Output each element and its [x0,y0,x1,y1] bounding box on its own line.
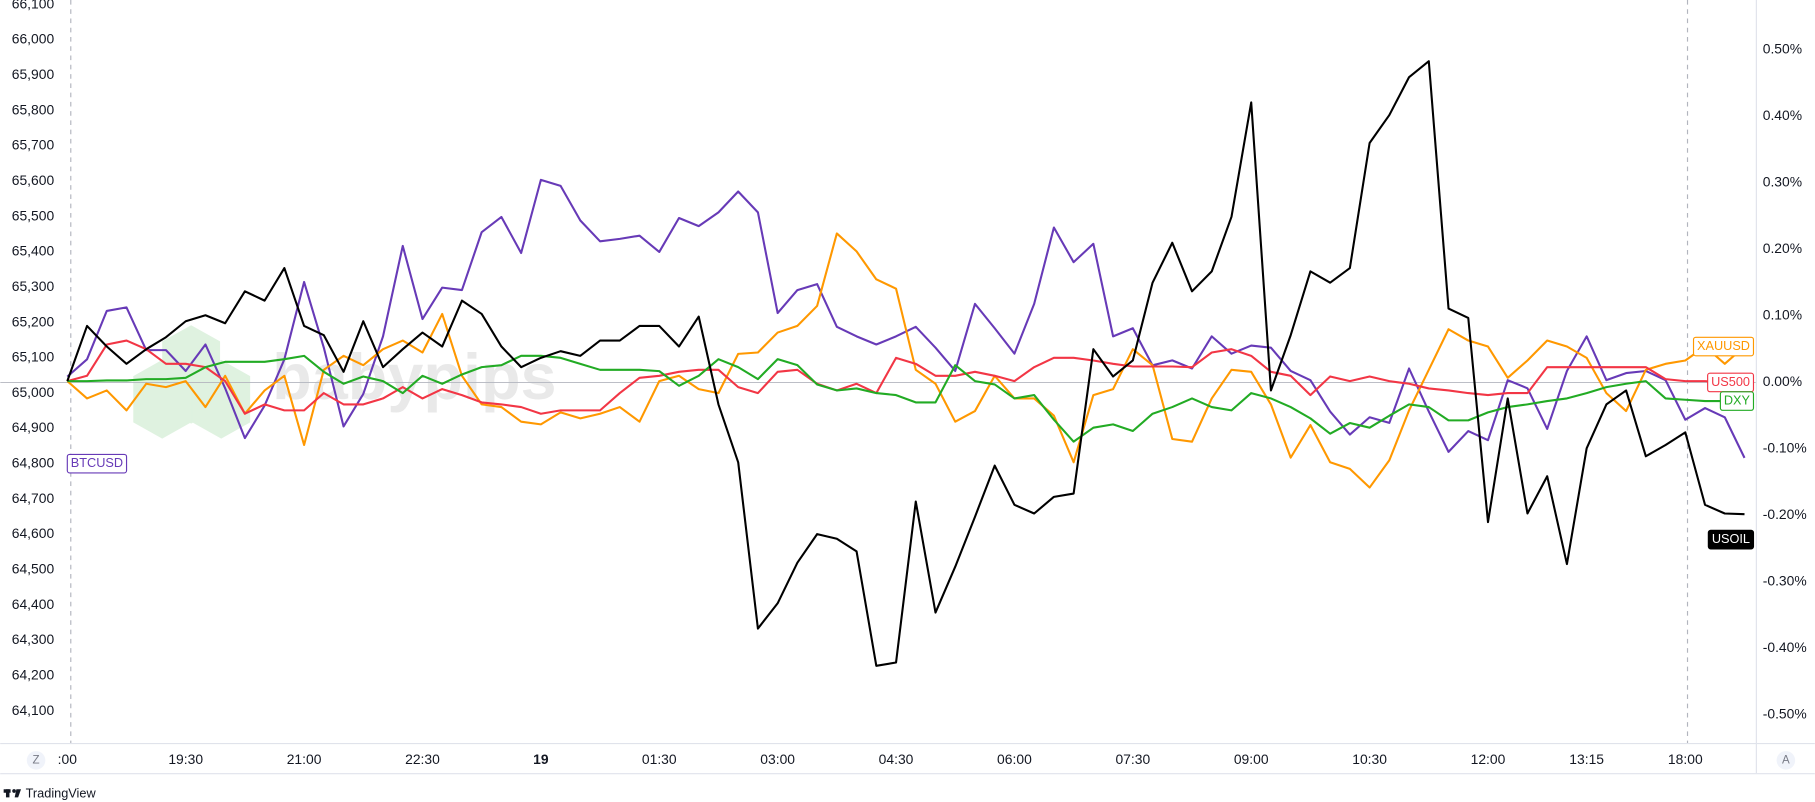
series-tag-box [1707,529,1755,550]
y2-tick-label: -0.40% [1763,639,1807,655]
series-tag: USOIL [1707,529,1755,550]
y2-tick-label: 0.20% [1763,240,1802,256]
series-line [66,60,1745,667]
scale-button-label[interactable]: Z [33,754,40,766]
y2-tick-label: 0.30% [1763,174,1802,190]
y2-tick-label: -0.50% [1763,706,1807,722]
x-tick-label: 06:00 [997,751,1032,767]
scale-button[interactable] [1776,751,1796,770]
series-tag-label: USOIL [1712,531,1750,546]
x-tick-label: 04:30 [879,751,914,767]
x-tick-label: 21:00 [287,751,322,767]
y-tick-label: 64,200 [12,667,55,683]
series-tag-label: DXY [1724,392,1751,407]
y-tick-label: 64,700 [12,490,55,506]
y-tick-label: 65,900 [12,66,55,82]
y-tick-label: 65,100 [12,349,55,365]
series-tag-box [66,453,128,474]
x-tick-label: 19 [533,751,549,767]
plot-area [0,60,1756,667]
y-tick-label: 65,600 [12,172,55,188]
series-tag-box [1692,336,1755,357]
y2-tick-label: -0.10% [1763,440,1807,456]
x-tick-label: 09:00 [1234,751,1269,767]
y-tick-label: 65,400 [12,243,55,259]
series-line [67,339,1745,415]
x-tick-label: 22:30 [405,751,440,767]
y2-tick-label: 0.00% [1763,373,1802,389]
x-tick-label: 03:00 [760,751,795,767]
x-tick-label: 10:30 [1352,751,1387,767]
y2-tick-label: 0.40% [1763,107,1802,123]
y-tick-label: 65,200 [12,313,55,329]
y2-tick-label: 0.10% [1763,307,1802,323]
y-tick-label: 65,800 [12,101,55,117]
y-tick-label: 65,300 [12,278,55,294]
x-tick-label: 12:00 [1471,751,1506,767]
watermark-text: babypips [272,340,556,413]
scale-button-label[interactable]: A [1782,754,1790,766]
y-tick-label: 65,000 [12,384,55,400]
y2-tick-label: -0.20% [1763,506,1807,522]
y-tick-label: 65,500 [12,207,55,223]
y-tick-label: 66,100 [12,0,55,11]
series-tag-label: US500 [1711,374,1750,389]
y-tick-label: 64,400 [12,596,55,612]
series-line [67,354,1745,443]
series-tag: BTCUSD [66,453,128,474]
x-tick-label: 07:30 [1115,751,1150,767]
y2-tick-label: 0.50% [1763,41,1802,57]
footer-logo [3,789,22,798]
y-tick-label: 64,600 [12,525,55,541]
series-tag-label: BTCUSD [71,455,123,470]
scale-button[interactable] [26,751,46,770]
y-tick-label: 66,000 [12,31,55,47]
series-tag: US500 [1707,372,1755,393]
x-tick-label: 19:30 [168,751,203,767]
footer-text[interactable]: TradingView [26,785,97,800]
series-tag: XAUUSD [1692,336,1755,357]
y2-tick-label: -0.30% [1763,573,1807,589]
series-tag-label: XAUUSD [1697,338,1750,353]
x-tick-label: 18:00 [1668,751,1703,767]
series-tag: DXY [1719,391,1755,411]
x-tick-label: 13:15 [1569,751,1604,767]
overlay: 64,100 64,200 64,300 64,400 64,500 64,600 64,7… [12,0,1807,767]
y-tick-label: 64,300 [12,631,55,647]
y-tick-label: 64,500 [12,561,55,577]
y-tick-label: 64,800 [12,455,55,471]
series-tag-box [1719,391,1755,411]
x-tick-label: :00 [58,751,78,767]
series-line [66,232,1746,489]
y-tick-label: 64,900 [12,419,55,435]
x-tick-label: 01:30 [642,751,677,767]
y-tick-label: 65,700 [12,137,55,153]
y-tick-label: 64,100 [12,702,55,718]
